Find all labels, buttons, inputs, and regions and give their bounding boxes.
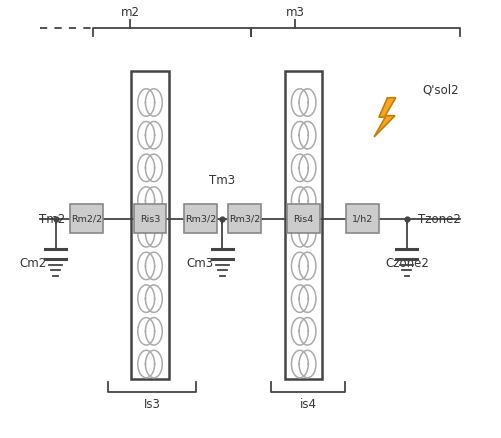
- Bar: [285, 72, 322, 379]
- Polygon shape: [373, 99, 395, 138]
- Text: m2: m2: [121, 6, 139, 19]
- Text: Ris4: Ris4: [293, 215, 313, 223]
- Text: Cm3: Cm3: [186, 256, 213, 269]
- Text: Cm2: Cm2: [19, 256, 47, 269]
- Text: Czone2: Czone2: [384, 256, 428, 269]
- Bar: [131, 72, 168, 379]
- Text: is4: is4: [299, 397, 316, 410]
- FancyBboxPatch shape: [346, 205, 379, 233]
- Text: Rm2/2: Rm2/2: [71, 215, 102, 223]
- FancyBboxPatch shape: [287, 205, 320, 233]
- Text: m3: m3: [285, 6, 304, 19]
- Text: Tzone2: Tzone2: [417, 212, 460, 226]
- Text: Tm2: Tm2: [39, 212, 66, 226]
- Text: Rm3/2: Rm3/2: [228, 215, 260, 223]
- Text: Q'sol2: Q'sol2: [421, 83, 458, 96]
- FancyBboxPatch shape: [184, 205, 216, 233]
- FancyBboxPatch shape: [70, 205, 103, 233]
- FancyBboxPatch shape: [227, 205, 261, 233]
- Text: Tm3: Tm3: [209, 173, 235, 186]
- Text: 1/h2: 1/h2: [352, 215, 373, 223]
- FancyBboxPatch shape: [133, 205, 166, 233]
- Text: Ris3: Ris3: [140, 215, 160, 223]
- Text: Rm3/2: Rm3/2: [184, 215, 216, 223]
- Text: Is3: Is3: [143, 397, 160, 410]
